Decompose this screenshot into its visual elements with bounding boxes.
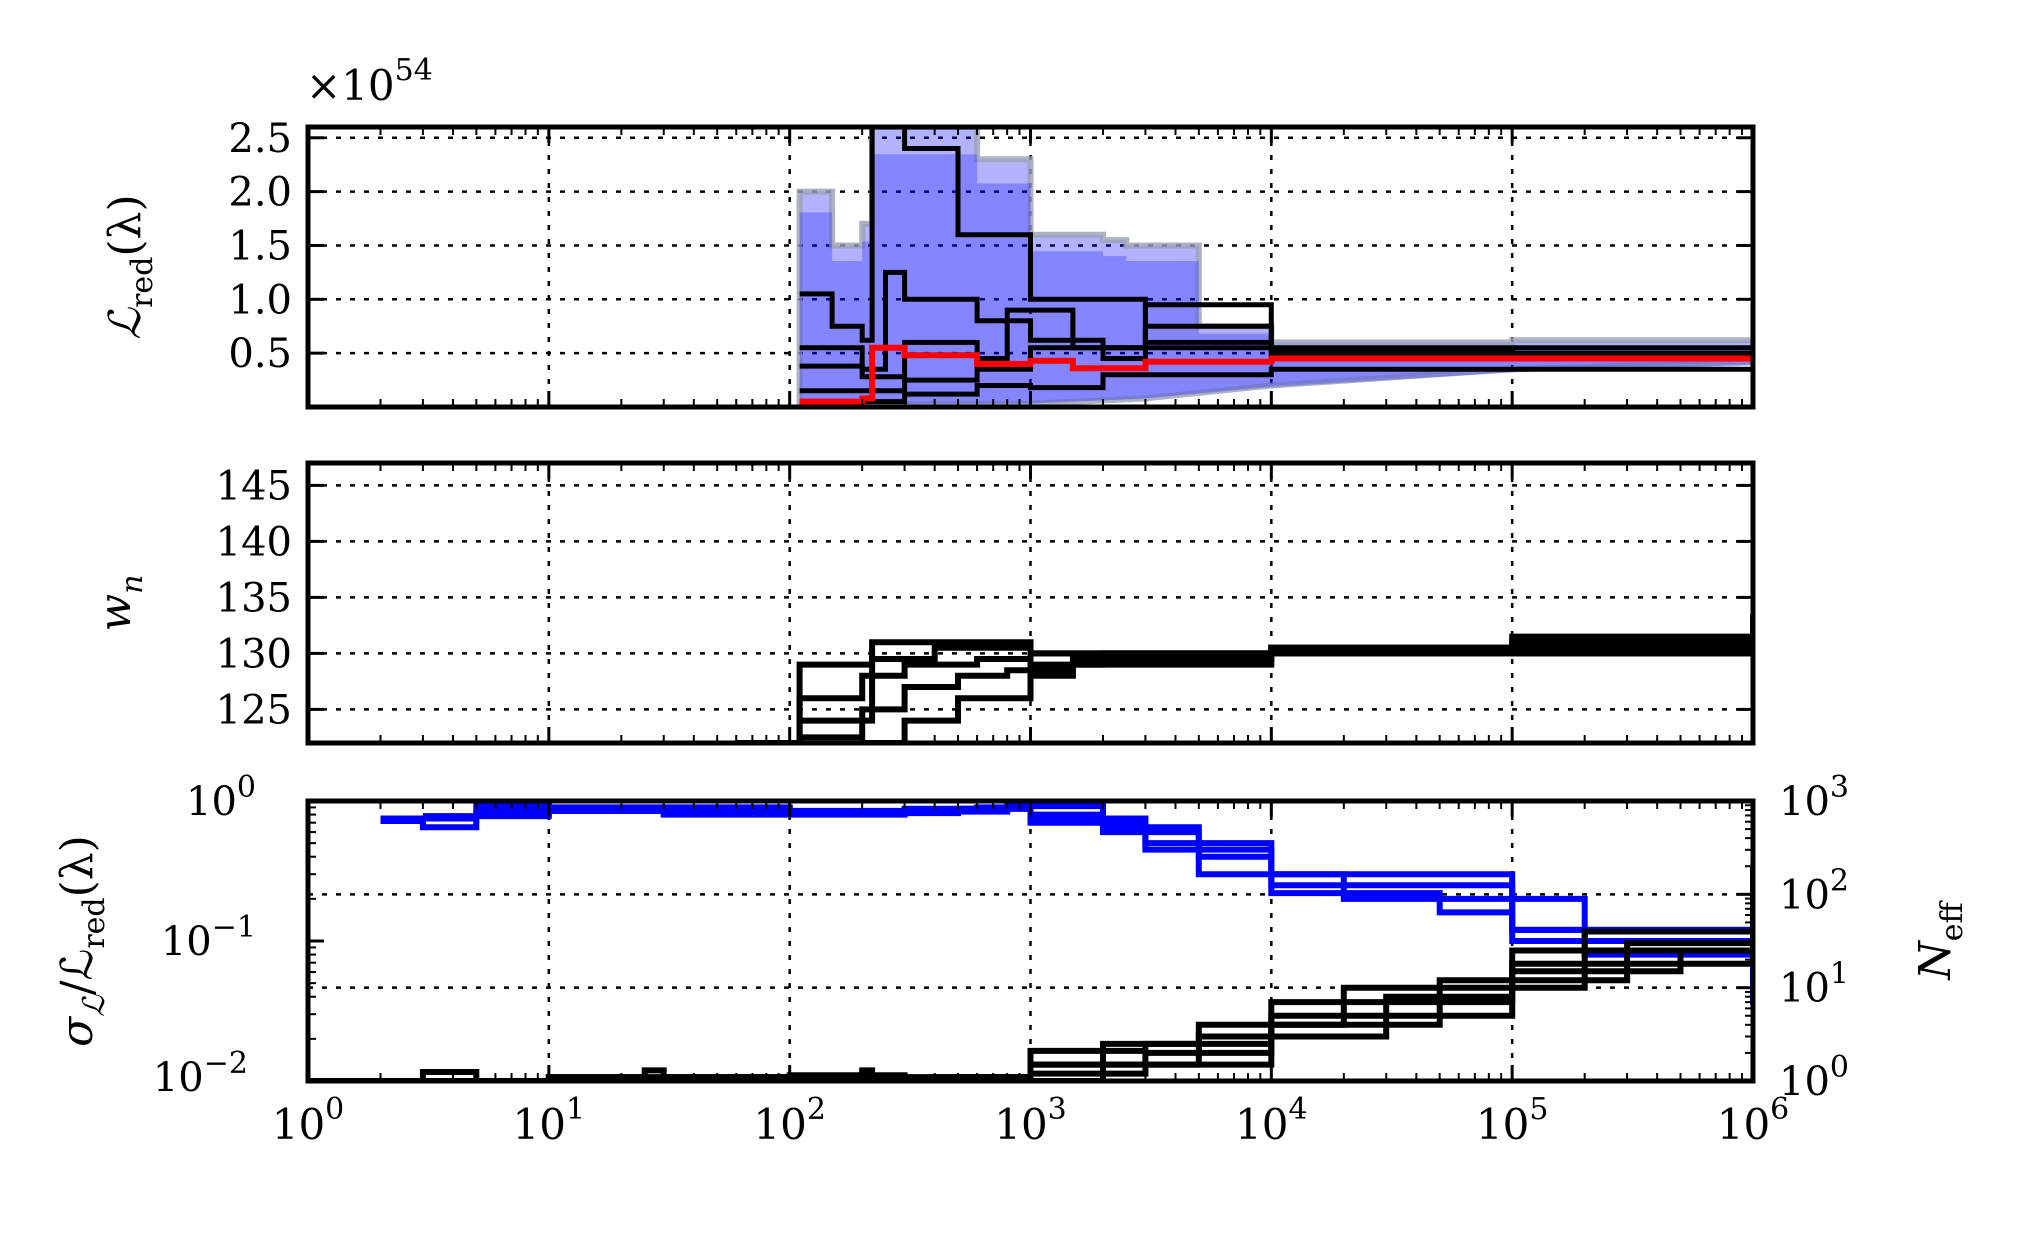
uncertainty-panel: 100 10−1 10−2 100 101 102 103 100 101 102 103 104 10…	[52, 770, 1970, 1149]
neff-line	[308, 886, 1753, 1081]
weight-ylabel: wn	[90, 575, 150, 632]
likelihood-ticks: 0.5 1.0 1.5 2.0 2.5	[228, 116, 1755, 407]
y-tick-label: 135	[216, 575, 292, 621]
x-tick-label: 102	[753, 1092, 826, 1149]
x-tick-label: 101	[513, 1092, 586, 1149]
y-tick-label: 0.5	[228, 331, 292, 377]
y-tick-label: 10−1	[161, 910, 256, 965]
x-tick-label: 105	[1476, 1092, 1549, 1149]
y-tick-label: 140	[216, 519, 292, 565]
y-tick-label: 1.0	[228, 277, 292, 323]
y-tick-label: 2.5	[228, 116, 292, 162]
y-tick-label: 1.5	[228, 223, 292, 269]
y-tick-label: 145	[216, 463, 292, 509]
right-tick-label: 101	[1779, 957, 1849, 1012]
likelihood-ylabel: ℒred(λ)	[100, 194, 160, 339]
sigma-line	[380, 803, 1753, 1005]
y-tick-label: 100	[186, 770, 256, 825]
likelihood-panel: 0.5 1.0 1.5 2.0 2.5 ×1054 ℒred(λ)	[100, 53, 1756, 410]
x-tick-label: 100	[272, 1092, 345, 1149]
y-tick-label: 130	[216, 631, 292, 677]
right-tick-label: 103	[1779, 770, 1849, 825]
weight-run-line	[799, 622, 1753, 741]
y-tick-label: 2.0	[228, 170, 292, 216]
weight-panel: 125 130 135 140 145 wn	[90, 460, 1756, 746]
likelihood-run-line	[799, 361, 1753, 405]
sigma-line	[476, 805, 1753, 990]
weight-series	[736, 614, 1753, 743]
uncertainty-ticks: 100 10−1 10−2 100 101 102 103 100 101 102 103 104 10…	[153, 770, 1849, 1149]
weight-ticks: 125 130 135 140 145	[216, 463, 1755, 743]
likelihood-series	[796, 127, 1753, 407]
x-tick-label: 106	[1717, 1092, 1790, 1149]
neff-ylabel: Neff	[1910, 900, 1970, 981]
x-tick-label: 104	[1235, 1092, 1308, 1149]
likelihood-mean-line	[799, 344, 1753, 405]
x-tick-label: 103	[994, 1092, 1067, 1149]
weight-run-line	[862, 631, 1753, 743]
right-tick-label: 102	[1779, 863, 1849, 918]
weight-grid	[308, 463, 1753, 743]
likelihood-multiplier: ×1054	[306, 53, 433, 110]
likelihood-run-line	[799, 302, 1753, 380]
sigma-line	[422, 803, 1753, 997]
y-tick-label-bottom: 10−2	[153, 1046, 248, 1101]
uncertainty-ylabel: σℒ/ℒred(λ)	[52, 835, 112, 1047]
y-tick-label: 125	[216, 687, 292, 733]
right-tick-label: 100	[1779, 1050, 1849, 1105]
likelihood-run-line	[799, 323, 1753, 394]
